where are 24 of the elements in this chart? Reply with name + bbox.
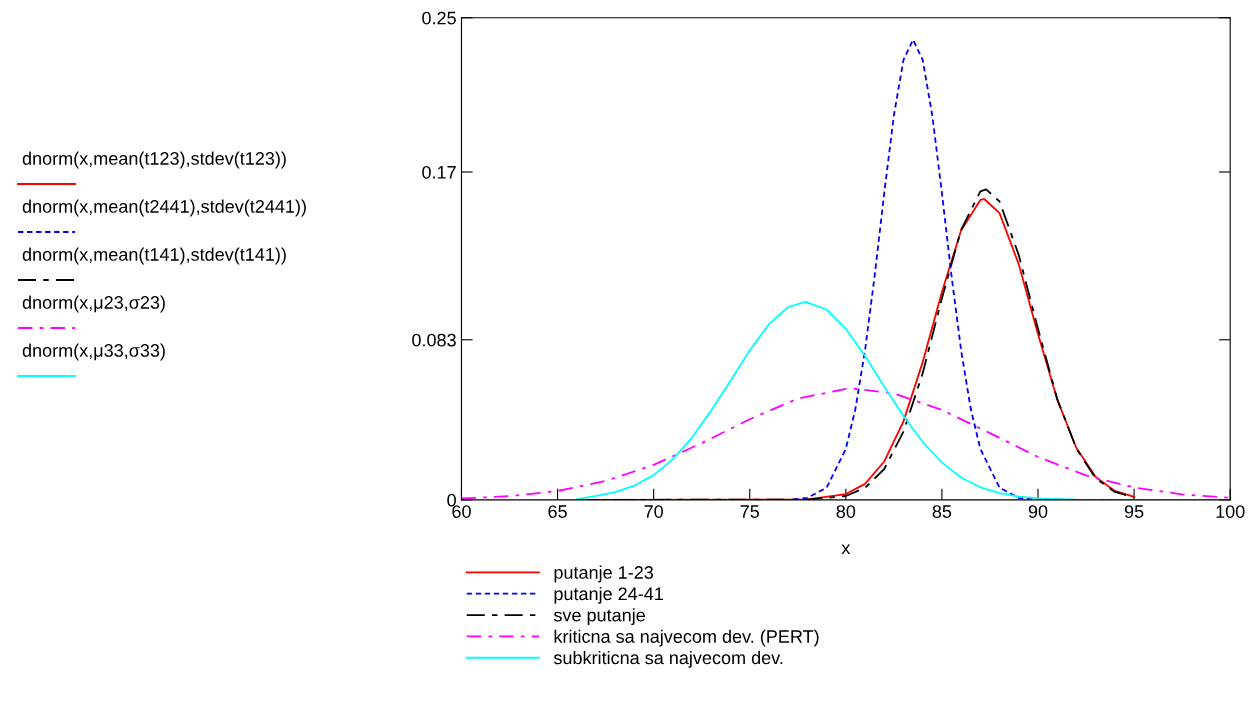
x-tick-label: 95 (1124, 505, 1144, 518)
legend-label: kriticna sa najvecom dev. (PERT) (554, 629, 819, 647)
legend-label: putanje 1-23 (554, 565, 653, 583)
x-tick-label: 80 (836, 505, 856, 518)
x-axis-title: x (841, 544, 851, 555)
legend-label: sve putanje (553, 608, 645, 626)
y-tick-label: 0.17 (422, 165, 456, 179)
text: dnorm(x,μ23,σ23) (22, 295, 165, 313)
legend-label: subkriticna sa najvecom dev. (553, 650, 783, 668)
x-tick-label: 90 (1028, 505, 1048, 518)
x-tick-label: 60 (452, 505, 471, 518)
x-tick-label: 85 (932, 505, 952, 518)
y-tick-label: 0 (447, 493, 456, 507)
legend-label: putanje 24-41 (554, 586, 663, 604)
x-tick-label: 65 (548, 505, 567, 518)
text: dnorm(x,mean(t2441),stdev(t2441)) (22, 199, 306, 217)
y-tick-label: 0.25 (422, 11, 456, 25)
x-tick-label: 75 (740, 505, 760, 518)
text: dnorm(x,μ33,σ33) (22, 343, 165, 361)
text: dnorm(x,mean(t141),stdev(t141)) (22, 247, 286, 265)
x-tick-label: 100 (1216, 505, 1245, 518)
y-tick-label: 0.083 (412, 333, 456, 347)
x-tick-label: 70 (644, 505, 663, 518)
text: dnorm(x,mean(t123),stdev(t123)) (22, 151, 286, 169)
